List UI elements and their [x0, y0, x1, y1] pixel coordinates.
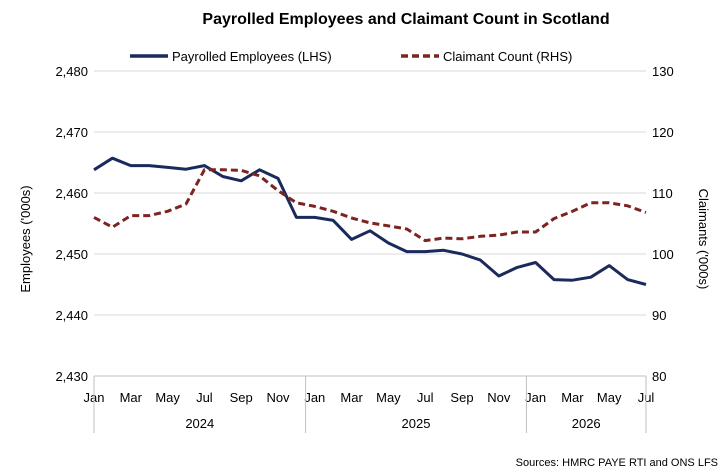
right-tick-label: 100: [652, 247, 674, 262]
month-tick-label: Sep: [230, 390, 253, 405]
legend-label-claimants: Claimant Count (RHS): [443, 49, 572, 64]
year-label: 2024: [185, 416, 214, 431]
month-tick-label: Nov: [487, 390, 511, 405]
right-tick-label: 120: [652, 125, 674, 140]
legend-label-employees: Payrolled Employees (LHS): [172, 49, 332, 64]
chart-title: Payrolled Employees and Claimant Count i…: [202, 11, 609, 28]
month-tick-label: Nov: [266, 390, 290, 405]
left-tick-label: 2,480: [55, 64, 88, 79]
right-tick-label: 130: [652, 64, 674, 79]
left-tick-label: 2,440: [55, 308, 88, 323]
right-axis-ticks: 80 90 100 110 120 130: [652, 64, 674, 384]
claimants-line: [93, 168, 647, 243]
month-tick-label: Jul: [196, 390, 213, 405]
month-tick-label: Mar: [340, 390, 363, 405]
month-tick-label: May: [597, 390, 622, 405]
gridlines: [94, 70, 646, 377]
right-tick-label: 110: [652, 186, 673, 201]
series-lines: [93, 156, 647, 286]
month-tick-label: May: [155, 390, 180, 405]
left-tick-label: 2,430: [55, 369, 88, 384]
left-axis-ticks: 2,430 2,440 2,450 2,460 2,470 2,480: [55, 64, 88, 384]
month-tick-label: Jan: [304, 390, 325, 405]
right-axis-label: Claimants ('000s): [696, 189, 711, 290]
month-tick-label: Mar: [120, 390, 143, 405]
legend: Payrolled Employees (LHS) Claimant Count…: [130, 49, 572, 64]
month-tick-label: Mar: [561, 390, 584, 405]
left-tick-label: 2,460: [55, 186, 88, 201]
right-tick-label: 80: [652, 369, 666, 384]
left-tick-label: 2,470: [55, 125, 88, 140]
month-tick-label: May: [376, 390, 401, 405]
month-tick-label: Jan: [525, 390, 546, 405]
left-tick-label: 2,450: [55, 247, 88, 262]
month-tick-label: Jul: [417, 390, 434, 405]
right-tick-label: 90: [652, 308, 666, 323]
month-tick-label: Sep: [450, 390, 473, 405]
employees-line: [93, 156, 647, 286]
source-note: Sources: HMRC PAYE RTI and ONS LFS: [516, 457, 718, 469]
x-axis: Jan Mar May Jul Sep Nov Jan Mar May Jul Sep Nov Jan M…: [84, 375, 654, 433]
left-axis-label: Employees ('000s): [18, 185, 33, 292]
year-label: 2025: [402, 416, 431, 431]
year-label: 2026: [572, 416, 601, 431]
